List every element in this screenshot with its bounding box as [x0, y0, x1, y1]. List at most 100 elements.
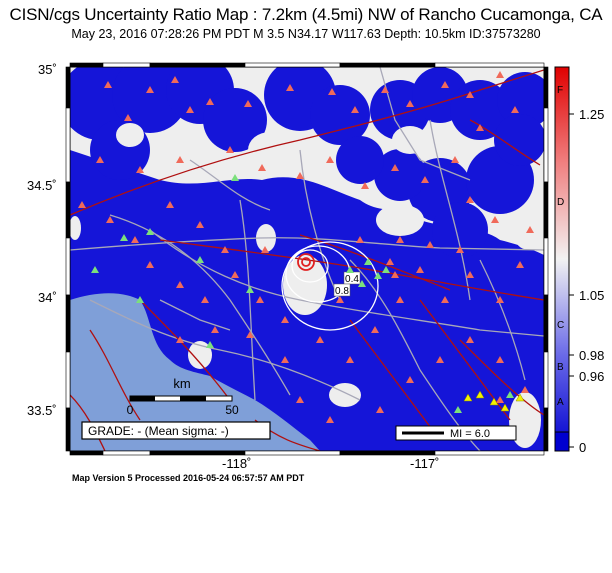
station-marker: [511, 106, 519, 113]
frame-tick: [543, 407, 549, 452]
station-marker: [391, 271, 399, 278]
frame-tick: [543, 237, 549, 296]
station-marker: [221, 246, 229, 253]
station-marker: [231, 271, 239, 278]
station-marker: [371, 326, 379, 333]
station-marker: [436, 356, 444, 363]
station-marker: [286, 84, 294, 91]
station-marker: [506, 391, 514, 398]
station-marker: [106, 216, 114, 223]
map-title: CISN/cgs Uncertainty Ratio Map : 7.2km (…: [9, 5, 603, 24]
station-marker: [281, 356, 289, 363]
mi-legend-text: MI = 6.0: [450, 428, 490, 440]
station-marker: [358, 280, 366, 287]
frame-tick: [65, 107, 71, 183]
frame-tick: [69, 62, 104, 68]
station-marker: [336, 296, 344, 303]
station-marker: [500, 403, 510, 412]
station-marker: [382, 266, 390, 273]
station-marker: [386, 258, 394, 265]
frame-tick: [543, 351, 549, 409]
station-marker: [176, 281, 184, 288]
station-marker: [515, 393, 525, 402]
station-marker: [374, 272, 382, 279]
station-marker: [131, 236, 139, 243]
station-marker: [521, 386, 529, 393]
faults: [70, 69, 544, 451]
ocean: [70, 293, 320, 451]
colorbar-value-0: 0: [579, 440, 587, 455]
station-marker: [346, 356, 354, 363]
station-marker: [451, 156, 459, 163]
contour-label-a: 0.4: [345, 274, 359, 285]
station-marker: [491, 216, 499, 223]
station-marker: [124, 114, 132, 121]
station-marker: [406, 100, 414, 107]
station-marker: [391, 164, 399, 171]
frame-tick: [543, 294, 549, 353]
station-marker: [231, 174, 239, 181]
station-marker: [456, 246, 464, 253]
epicenter: [297, 253, 315, 271]
station-marker: [406, 376, 414, 383]
station-marker: [146, 228, 154, 235]
frame-tick: [149, 62, 246, 68]
station-marker: [206, 98, 214, 105]
station-marker: [261, 246, 269, 253]
station-marker: [526, 226, 534, 233]
frame-tick: [102, 62, 151, 68]
station-marker: [296, 172, 304, 179]
colorbar-grade-f: F: [557, 85, 564, 96]
station-marker: [466, 336, 474, 343]
station-marker: [326, 156, 334, 163]
station-marker: [476, 124, 484, 131]
colorbar-value-1-25: 1.25: [579, 107, 605, 122]
stations: [78, 71, 534, 423]
scale-unit: km: [173, 376, 190, 391]
station-marker: [196, 256, 204, 263]
frame-tick: [339, 62, 436, 68]
station-marker: [258, 164, 266, 171]
station-marker: [281, 316, 289, 323]
lat-label-33-5: 33.5˚: [27, 403, 57, 418]
colorbar-grade-d: D: [557, 197, 565, 208]
station-marker: [496, 71, 504, 78]
frame-tick: [65, 66, 71, 109]
station-marker: [326, 416, 334, 423]
station-marker: [454, 406, 462, 413]
station-marker: [120, 234, 128, 241]
station-marker: [206, 341, 214, 348]
station-marker: [328, 88, 336, 95]
station-marker: [186, 106, 194, 113]
colorbar-grade-b: B: [557, 362, 564, 373]
station-marker: [426, 241, 434, 248]
frame-tick: [543, 181, 549, 239]
frame-tick: [149, 450, 246, 456]
lat-label-34: 34˚: [38, 290, 57, 305]
station-marker: [346, 266, 354, 273]
station-marker: [246, 286, 254, 293]
frame-tick: [65, 294, 71, 353]
station-marker: [91, 266, 99, 273]
station-marker: [211, 326, 219, 333]
frame-tick: [244, 450, 341, 456]
station-marker: [244, 100, 252, 107]
station-marker: [496, 356, 504, 363]
station-marker: [441, 296, 449, 303]
frame-tick: [244, 62, 341, 68]
scale-start: 0: [127, 403, 134, 417]
grade-text: GRADE: - (Mean sigma: -): [88, 424, 229, 438]
station-marker: [146, 86, 154, 93]
station-marker: [466, 196, 474, 203]
station-marker: [421, 176, 429, 183]
scale-bar: [129, 395, 233, 402]
station-marker: [226, 146, 234, 153]
station-marker: [361, 182, 369, 189]
station-marker: [104, 81, 112, 88]
station-marker: [316, 336, 324, 343]
scale-end: 50: [225, 403, 239, 417]
station-marker: [496, 296, 504, 303]
frame-tick: [434, 450, 545, 456]
grade-box: [81, 421, 271, 440]
